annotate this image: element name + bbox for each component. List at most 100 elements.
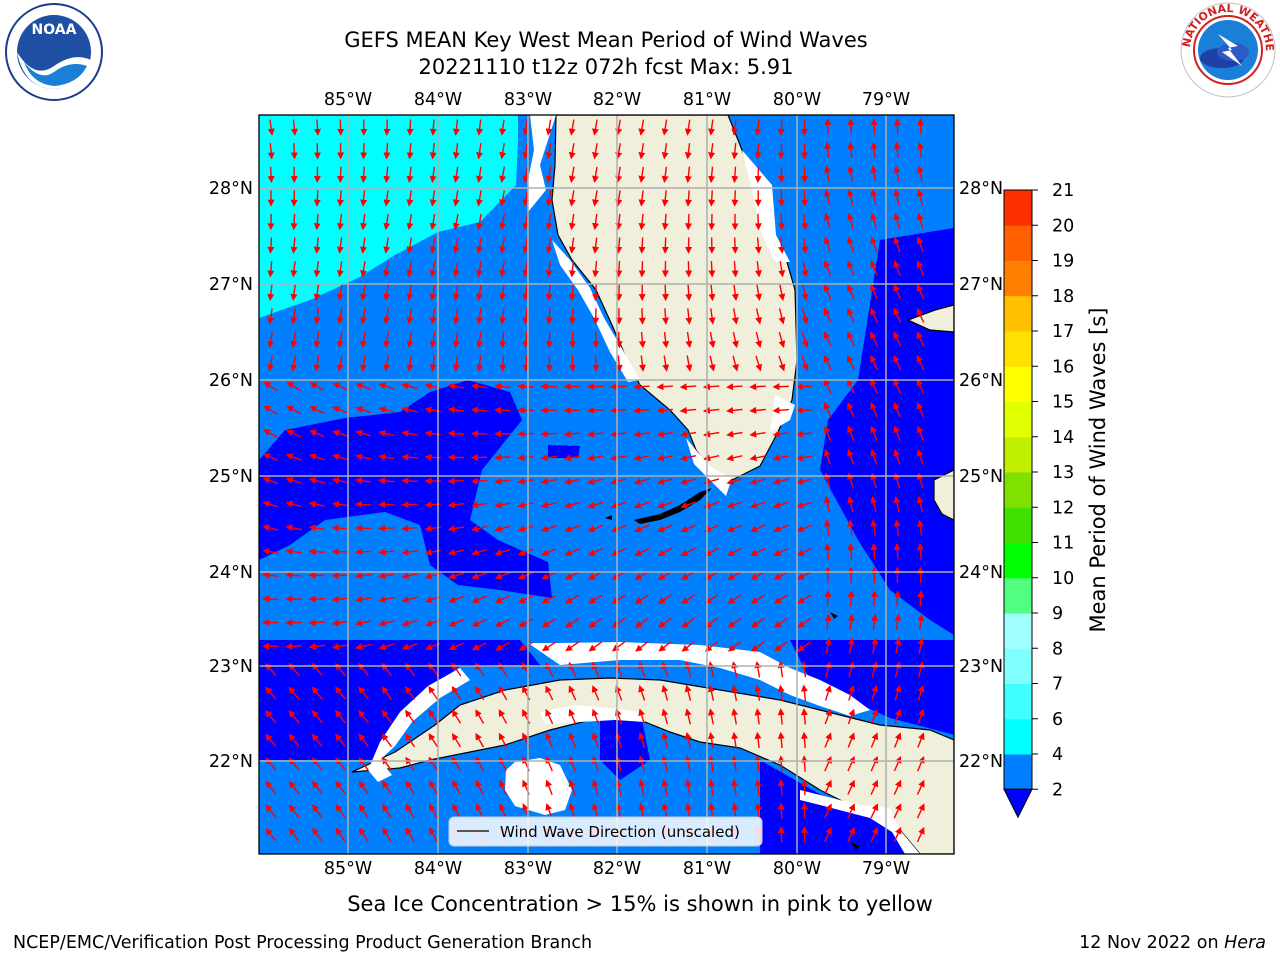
wind-arrow bbox=[638, 331, 646, 349]
wind-arrow bbox=[290, 119, 298, 136]
wind-arrow bbox=[731, 755, 739, 772]
wind-arrow bbox=[610, 383, 627, 391]
wind-arrow bbox=[568, 802, 576, 819]
bottom-lon-label: 80°W bbox=[773, 859, 821, 879]
colorbar-segment bbox=[1004, 366, 1032, 402]
wind-arrow bbox=[452, 803, 461, 819]
wind-arrow bbox=[916, 542, 924, 560]
wind-arrow bbox=[893, 448, 901, 465]
wind-arrow bbox=[313, 308, 321, 325]
wind-arrow bbox=[824, 519, 831, 536]
wind-arrow bbox=[916, 378, 925, 394]
wind-arrow bbox=[754, 778, 762, 796]
wind-arrow bbox=[847, 402, 855, 418]
wind-arrow bbox=[847, 826, 855, 843]
wind-arrow bbox=[870, 354, 879, 371]
colorbar-segment bbox=[1004, 331, 1032, 367]
wind-arrow bbox=[265, 710, 277, 724]
wind-arrow bbox=[452, 119, 460, 136]
wind-arrow bbox=[288, 733, 300, 747]
wind-arrow bbox=[522, 331, 530, 349]
wind-arrow bbox=[847, 519, 855, 536]
wind-arrow bbox=[494, 406, 511, 414]
wind-arrow bbox=[708, 802, 716, 819]
wind-arrow bbox=[610, 454, 627, 462]
wind-arrow bbox=[778, 308, 786, 325]
colorbar-segment bbox=[1004, 225, 1032, 261]
wind-arrow bbox=[685, 284, 693, 302]
wind-arrow bbox=[847, 637, 855, 654]
wind-arrow bbox=[429, 213, 437, 231]
wind-arrow bbox=[522, 190, 530, 207]
wind-arrow bbox=[332, 453, 348, 461]
wind-arrow bbox=[383, 213, 391, 231]
wind-arrow bbox=[684, 802, 692, 819]
wind-arrow bbox=[331, 524, 349, 532]
wind-arrow bbox=[355, 595, 372, 603]
wind-arrow bbox=[754, 684, 762, 701]
wind-arrow bbox=[476, 308, 484, 325]
wind-arrow bbox=[267, 284, 275, 301]
wind-arrow bbox=[800, 708, 808, 725]
wind-arrow bbox=[406, 166, 414, 184]
wind-arrow bbox=[750, 594, 765, 604]
wind-arrow bbox=[545, 119, 553, 136]
wind-arrow bbox=[870, 189, 878, 206]
wind-arrow bbox=[337, 166, 345, 184]
wind-arrow bbox=[916, 779, 925, 795]
wind-arrow bbox=[267, 308, 275, 325]
wind-arrow bbox=[638, 779, 646, 796]
bottom-lon-label: 84°W bbox=[414, 859, 462, 879]
wind-arrow bbox=[755, 284, 762, 301]
wind-arrow bbox=[916, 425, 924, 442]
wind-arrow bbox=[429, 143, 437, 160]
colorbar-label: Mean Period of Wind Waves [s] bbox=[1086, 307, 1110, 633]
wind-arrow bbox=[772, 478, 789, 485]
wind-arrow bbox=[541, 618, 557, 628]
wind-arrow bbox=[801, 237, 809, 254]
noaa-logo-text: NOAA bbox=[32, 22, 77, 38]
bottom-lon-label: 85°W bbox=[324, 859, 372, 879]
wind-arrow bbox=[592, 143, 599, 160]
wind-arrow bbox=[406, 308, 414, 325]
wind-arrow bbox=[517, 383, 534, 390]
wind-arrow bbox=[778, 261, 786, 278]
wind-arrow bbox=[592, 119, 599, 136]
colorbar-segment bbox=[1004, 648, 1032, 684]
wind-arrow bbox=[847, 708, 855, 725]
wind-arrow bbox=[476, 261, 483, 278]
wind-arrow bbox=[499, 779, 507, 795]
wind-arrow bbox=[708, 119, 716, 136]
wind-arrow bbox=[916, 756, 925, 772]
land-bahamas bbox=[933, 469, 954, 521]
wind-arrow bbox=[476, 237, 483, 254]
wind-arrow bbox=[893, 756, 902, 772]
colorbar-segment bbox=[1004, 542, 1032, 579]
wind-arrow bbox=[638, 355, 646, 372]
wind-arrow bbox=[661, 190, 669, 207]
wind-arrow bbox=[564, 571, 580, 580]
wind-arrow bbox=[772, 383, 789, 391]
wind-arrow bbox=[265, 827, 277, 842]
wind-arrow bbox=[801, 802, 809, 819]
right-lat-label: 22°N bbox=[959, 752, 1003, 772]
wind-arrow bbox=[383, 261, 391, 278]
wind-arrow bbox=[893, 542, 901, 560]
wind-arrow bbox=[731, 778, 739, 796]
wind-arrow bbox=[563, 454, 581, 462]
wind-arrow bbox=[684, 731, 692, 749]
wind-arrow bbox=[638, 802, 646, 819]
wind-arrow bbox=[267, 143, 275, 160]
wind-arrow bbox=[726, 430, 743, 438]
wind-arrow bbox=[656, 478, 673, 485]
wind-arrow bbox=[499, 803, 507, 819]
wind-arrow bbox=[518, 594, 534, 604]
wind-arrow bbox=[662, 355, 670, 372]
wind-arrow bbox=[378, 524, 395, 532]
wind-arrow bbox=[592, 190, 599, 207]
wind-arrow bbox=[494, 477, 511, 485]
wind-arrow bbox=[522, 166, 530, 183]
wind-arrow bbox=[708, 284, 716, 302]
bottom-lon-label: 79°W bbox=[862, 859, 910, 879]
wind-arrow bbox=[335, 686, 346, 700]
